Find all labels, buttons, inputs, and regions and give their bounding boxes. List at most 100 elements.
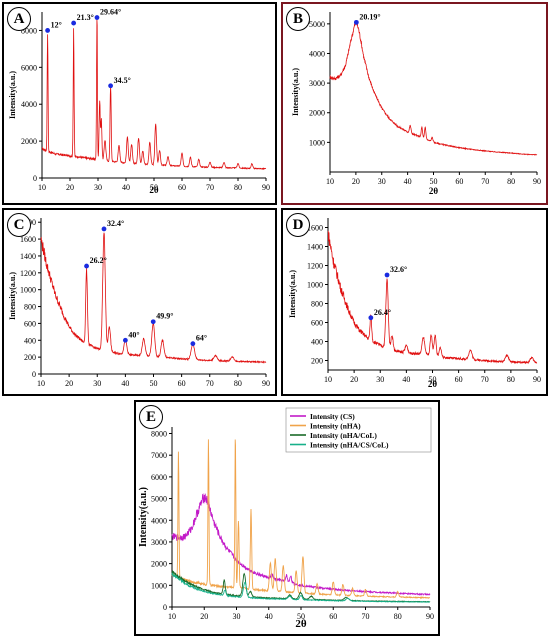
chart-e-x-tick-label: 60 xyxy=(329,612,337,621)
chart-c-peak-marker xyxy=(122,337,128,343)
chart-c-y-tick-label: 0 xyxy=(32,370,36,379)
chart-c-x-tick-label: 10 xyxy=(37,379,45,388)
chart-a-y-tick-label: 0 xyxy=(33,174,37,183)
chart-e-legend-label: Intensity (nHA) xyxy=(310,422,361,431)
chart-d-x-tick-label: 80 xyxy=(507,375,515,384)
chart-d-peak-marker xyxy=(368,315,374,321)
chart-b-x-tick-label: 50 xyxy=(430,177,438,186)
chart-c-peak-marker xyxy=(190,341,196,347)
chart-d-x-tick-label: 50 xyxy=(429,375,437,384)
chart-e-x-tick-label: 90 xyxy=(426,612,434,621)
chart-b-y-label: Intensity(a.u.) xyxy=(291,68,300,116)
chart-a-peak-label: 12° xyxy=(51,20,62,29)
chart-c-peak-marker xyxy=(101,226,107,232)
panel-c: 10 20 30 40 50 60 70 80 90 0 200 400 600 800 1000 1200 1… xyxy=(2,208,277,396)
chart-e-series-line xyxy=(171,572,431,603)
chart-d-y-tick-label: 400 xyxy=(311,338,323,347)
chart-e-y-tick-label: 3000 xyxy=(151,538,167,547)
panel-a-label: A xyxy=(7,7,31,31)
panel-b: 10 20 30 40 50 60 70 80 90 1000 2000 3000 4000 5000 2θ… xyxy=(281,2,548,205)
chart-e-legend-label: Intensity (nHA/CS/CoL) xyxy=(310,441,389,450)
chart-b-y-tick-label: 4000 xyxy=(309,49,325,58)
chart-a-x-tick-label: 20 xyxy=(66,183,74,192)
chart-c-y-tick-label: 1400 xyxy=(20,252,36,261)
chart-a-x-tick-label: 90 xyxy=(262,183,270,192)
chart-d-y-tick-label: 1600 xyxy=(307,224,323,233)
chart-d-x-tick-label: 20 xyxy=(350,375,358,384)
chart-b-y-tick-label: 5000 xyxy=(309,20,325,29)
chart-b-x-tick-label: 20 xyxy=(352,177,360,186)
chart-c-y-tick-label: 800 xyxy=(24,303,36,312)
chart-c-x-tick-label: 20 xyxy=(65,379,73,388)
chart-a-y-tick-label: 2000 xyxy=(21,137,37,146)
chart-b-x-tick-label: 40 xyxy=(404,177,412,186)
chart-d-x-tick-label: 10 xyxy=(324,375,332,384)
chart-e-legend-label: Intensity (nHA/CoL) xyxy=(310,431,377,440)
chart-a: 10 20 30 40 50 60 70 80 90 0 2000 4000 6000 8000 2θ Int… xyxy=(8,8,270,195)
chart-a-peak-marker xyxy=(71,20,77,26)
chart-c-x-tick-label: 50 xyxy=(150,379,158,388)
chart-d-y-tick-label: 1200 xyxy=(307,262,323,271)
chart-a-x-tick-label: 10 xyxy=(38,183,46,192)
chart-e-x-tick-label: 20 xyxy=(200,612,208,621)
chart-e-legend xyxy=(285,407,432,453)
chart-e: 10 20 30 40 50 60 70 80 90 0 1000 2000 3000 4000 5000 6… xyxy=(138,407,434,630)
chart-a-x-tick-label: 70 xyxy=(206,183,214,192)
chart-d: 10 20 30 40 50 60 70 80 90 200 400 600 800 1000 1200 14… xyxy=(288,218,541,389)
chart-b-y-tick-label: 3000 xyxy=(309,79,325,88)
chart-a-y-tick-label: 8000 xyxy=(21,26,37,35)
chart-e-legend-label: Intensity (CS) xyxy=(310,412,355,421)
panel-a: 10 20 30 40 50 60 70 80 90 0 2000 4000 6000 8000 2θ Int… xyxy=(2,2,277,205)
chart-c-x-tick-label: 90 xyxy=(262,379,270,388)
chart-a-peak-label: 21.3° xyxy=(77,13,94,22)
chart-a-peak-marker xyxy=(45,28,50,33)
chart-e-x-tick-label: 10 xyxy=(168,612,176,621)
chart-a-x-label: 2θ xyxy=(149,185,159,195)
chart-d-series-line xyxy=(327,230,538,365)
chart-c-y-tick-label: 200 xyxy=(24,353,36,362)
chart-c-x-tick-label: 40 xyxy=(121,379,129,388)
chart-c-peak-marker xyxy=(150,319,156,325)
chart-d-x-tick-label: 40 xyxy=(402,375,410,384)
chart-e-y-label: Intensity(a.u.) xyxy=(138,487,149,547)
chart-d-x-label: 2θ xyxy=(428,379,438,389)
chart-e-x-tick-label: 80 xyxy=(394,612,402,621)
chart-e-x-label: 2θ xyxy=(295,618,307,630)
chart-d-x-tick-label: 70 xyxy=(481,375,489,384)
chart-b-x-tick-label: 10 xyxy=(326,177,334,186)
chart-b-y-tick-label: 1000 xyxy=(309,138,325,147)
chart-a-x-tick-label: 50 xyxy=(150,183,158,192)
chart-c: 10 20 30 40 50 60 70 80 90 0 200 400 600 800 1000 1200 1… xyxy=(8,218,270,388)
chart-e-y-tick-label: 0 xyxy=(163,603,167,612)
chart-e-y-tick-label: 8000 xyxy=(151,430,167,439)
chart-a-peak-marker xyxy=(108,83,113,89)
chart-d-x-tick-label: 60 xyxy=(455,375,463,384)
chart-a-peak-label: 29.64° xyxy=(100,8,121,17)
chart-c-y-tick-label: 1600 xyxy=(20,235,36,244)
chart-c-peak-label: 49.9° xyxy=(156,312,173,321)
chart-c-y-label: Intensity(a.u.) xyxy=(8,272,17,320)
chart-d-peak-marker xyxy=(384,272,390,278)
chart-d-y-tick-label: 200 xyxy=(311,357,323,366)
chart-e-x-tick-label: 40 xyxy=(265,612,273,621)
panel-d: 10 20 30 40 50 60 70 80 90 200 400 600 800 1000 1200 14… xyxy=(281,208,548,396)
chart-e-x-tick-label: 50 xyxy=(297,612,305,621)
chart-c-x-tick-label: 60 xyxy=(178,379,186,388)
chart-c-x-tick-label: 70 xyxy=(206,379,214,388)
chart-c-peak-label: 26.2° xyxy=(90,256,107,265)
chart-b-x-tick-label: 70 xyxy=(481,177,489,186)
chart-a-y-tick-label: 4000 xyxy=(21,100,37,109)
chart-c-x-tick-label: 30 xyxy=(93,379,101,388)
chart-c-peak-marker xyxy=(84,263,89,269)
chart-b-x-label: 2θ xyxy=(429,186,439,196)
panel-e: 10 20 30 40 50 60 70 80 90 0 1000 2000 3000 4000 5000 6… xyxy=(134,400,440,636)
panel-e-label: E xyxy=(139,405,163,429)
panel-b-label: B xyxy=(286,7,310,31)
chart-c-y-tick-label: 400 xyxy=(24,336,36,345)
chart-d-y-tick-label: 600 xyxy=(311,319,323,328)
chart-b-peak-marker xyxy=(353,19,359,25)
chart-a-series-line xyxy=(41,19,267,171)
panel-d-label: D xyxy=(286,213,310,237)
chart-c-x-tick-label: 80 xyxy=(234,379,242,388)
chart-d-x-tick-label: 90 xyxy=(533,375,541,384)
